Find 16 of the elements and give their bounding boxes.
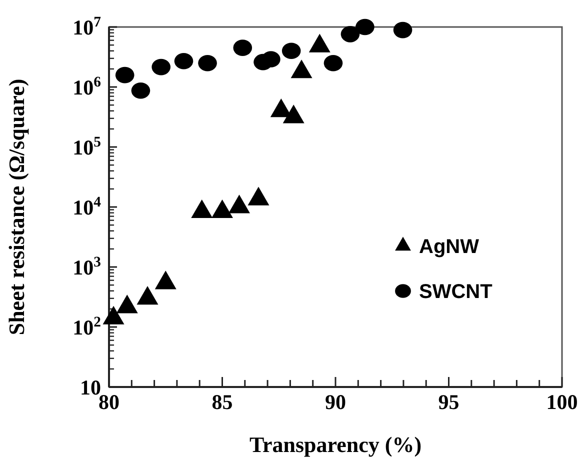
y-tick-label: 10$^{2}$ [72, 314, 101, 340]
x-tick-label: 80 [98, 390, 120, 414]
x-tick-label: 90 [325, 390, 346, 414]
x-tick-label: 100 [546, 390, 578, 414]
y-tick-label: 10$^{3}$ [72, 254, 101, 280]
y-tick-label: 10 [80, 375, 101, 400]
y-tick-label: 10$^{4}$ [72, 194, 102, 220]
x-axis-title: Transparency (%) [249, 432, 422, 457]
y-tick-label: 10$^{6}$ [72, 74, 101, 100]
x-tick-label: 95 [438, 390, 460, 414]
y-tick-label: 10$^{5}$ [72, 134, 101, 160]
y-axis-title: Sheet resistance (Ω/square) [4, 78, 29, 336]
legend-label: AgNW [419, 236, 480, 258]
y-tick-label: 10$^{7}$ [72, 14, 101, 40]
x-tick-label: 85 [212, 390, 233, 414]
legend-label: SWCNT [419, 281, 492, 303]
